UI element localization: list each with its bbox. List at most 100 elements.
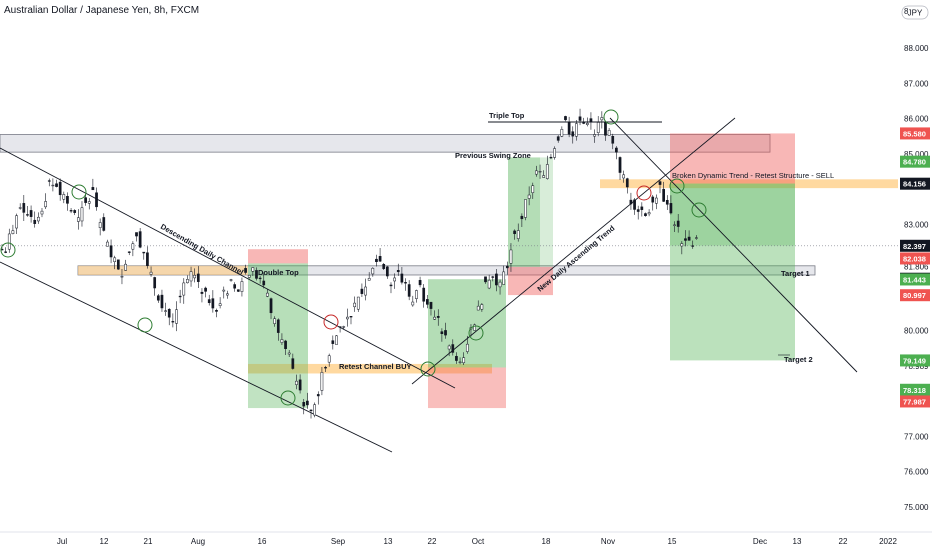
candle-body [458, 361, 462, 363]
candle-body [196, 273, 200, 282]
currency-label: JPY [908, 9, 923, 18]
price-tag [900, 383, 930, 396]
candle-body [633, 199, 636, 210]
candle-body [644, 213, 647, 217]
long-position-2-profit [428, 279, 506, 368]
candle-body [327, 355, 331, 363]
candle-body [589, 118, 593, 123]
annotation-triple-top: Triple Top [489, 111, 525, 120]
price-tag [900, 252, 930, 265]
candle-body [149, 271, 153, 275]
candles [0, 108, 698, 419]
pivot-circle-green [137, 317, 153, 333]
candle-body [513, 230, 516, 235]
candle-body [153, 277, 157, 289]
candle-body [364, 286, 367, 296]
candle-body [545, 164, 549, 179]
candle-body [295, 380, 298, 385]
price-tick-label: 76.000 [904, 468, 929, 477]
annotation-previous-swing-zone: Previous Swing Zone [455, 151, 531, 160]
pivot-circle-green [420, 361, 436, 377]
candle-body [171, 321, 175, 323]
candle-body [593, 134, 596, 137]
candle-body [51, 184, 55, 187]
candle-body [625, 178, 629, 188]
candle-body [531, 185, 535, 193]
price-tick-label: 8 [904, 7, 909, 16]
price-tags: 85.58084.78084.15682.39782.03881.46481.4… [900, 127, 930, 408]
time-tick-label: Nov [601, 537, 615, 546]
candle-body [320, 372, 324, 391]
price-tag [900, 127, 930, 140]
candle-body [342, 326, 346, 328]
candle-body [524, 199, 527, 218]
time-tick-label: Jul [57, 537, 67, 546]
long-position-profit [248, 263, 308, 364]
price-tag-label: 82.038 [903, 254, 926, 263]
candle-body [302, 402, 306, 407]
time-tick-label: 12 [100, 537, 109, 546]
price-tick-label: 85.000 [904, 150, 929, 159]
long-position-3-profit [508, 157, 540, 267]
candle-body [11, 230, 15, 234]
candle-body [560, 129, 564, 137]
candle-body [266, 292, 269, 297]
candle-body [571, 131, 575, 137]
candle-body [618, 157, 622, 173]
position-zones [0, 133, 932, 409]
candle-body [284, 340, 287, 350]
candle-body [218, 303, 222, 306]
candle-body [636, 209, 640, 212]
candle-body [582, 121, 586, 124]
candle-body [356, 296, 360, 310]
time-tick-label: 18 [542, 537, 551, 546]
candle-body [578, 116, 582, 121]
price-tick-label: 77.000 [904, 432, 929, 441]
price-tag-label: 78.318 [903, 386, 926, 395]
candle-body [640, 206, 644, 210]
candle-body [647, 212, 651, 215]
price-tag-label: 82.397 [903, 242, 926, 251]
candle-body [502, 271, 506, 285]
candle-body [167, 308, 171, 318]
pivot-circle-green [691, 202, 707, 218]
candle-body [80, 207, 84, 222]
candle-body [684, 238, 687, 241]
candle-body [18, 207, 22, 209]
candle-body [480, 304, 484, 310]
candle-body [415, 290, 418, 299]
annotation-target-1: Target 1 [781, 269, 810, 278]
candle-body [15, 215, 18, 229]
candle-body [313, 404, 316, 416]
candle-body [567, 121, 571, 135]
candle-body [160, 294, 164, 309]
candle-body [451, 344, 455, 353]
candle-body [95, 192, 98, 208]
candle-body [505, 265, 509, 269]
candle-body [106, 241, 109, 247]
candle-body [360, 288, 364, 294]
candle-body [687, 236, 691, 241]
candle-body [164, 310, 167, 312]
candle-body [476, 305, 480, 311]
candle-body [338, 326, 342, 328]
candle-body [251, 267, 255, 272]
candle-body [276, 319, 280, 333]
candle-body [84, 197, 87, 203]
candle-body [658, 181, 662, 185]
candle-body [7, 233, 11, 250]
candle-body [549, 156, 553, 159]
price-tick-label: 78.989 [904, 362, 929, 371]
candle-body [553, 148, 556, 158]
candle-body [4, 251, 7, 253]
candle-body [556, 136, 560, 141]
candle-body [178, 295, 182, 298]
candle-body [211, 298, 215, 309]
candle-body [91, 187, 95, 191]
candle-body [22, 203, 26, 213]
candle-body [335, 335, 338, 345]
price-tag [900, 289, 930, 302]
time-tick-label: 21 [144, 537, 153, 546]
